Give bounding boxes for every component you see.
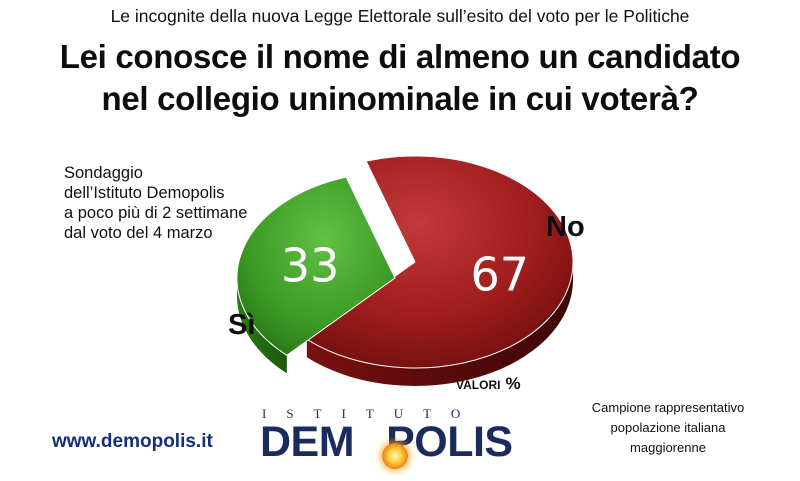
sample-note-line-2: popolazione italiana [610,420,726,435]
pie-value-label-sì: 33 [281,238,340,292]
logo-main-left: DEM [260,418,355,466]
sample-note-line-3: maggiorenne [630,440,706,455]
pie-slices [236,155,574,386]
pie-slice-sì [236,176,396,356]
pie-labels: 67 No 33 Sì [228,211,585,341]
survey-note-line-2: dell’Istituto Demopolis [64,184,225,202]
website-link[interactable]: www.demopolis.it [52,431,213,452]
chart-title: Lei conosce il nome di almeno un candida… [0,36,800,120]
pie-slice-side-sì [237,278,287,374]
pie-slice-side-no [306,262,573,386]
logo-top-text: ISTITUTO [262,406,481,421]
sample-note: Campione rappresentativo popolazione ita… [568,398,768,458]
title-line-2: nel collegio uninominale in cui voterà? [101,80,699,117]
unit-note-text: VALORI [456,378,501,392]
survey-note-line-3: a poco più di 2 settimane [64,204,248,222]
pie-slice-no [305,155,574,369]
pie-category-label-no: No [546,211,585,243]
pie-value-label-no: 67 [471,248,530,302]
pie-category-label-sì: Sì [228,309,255,341]
survey-note: Sondaggio dell’Istituto Demopolis a poco… [64,163,247,243]
title-line-1: Lei conosce il nome di almeno un candida… [59,38,741,75]
unit-note: VALORI% [456,374,521,394]
sample-note-line-1: Campione rappresentativo [591,400,745,415]
logo-sun-icon [382,443,408,469]
chart-subtitle: Le incognite della nuova Legge Elettoral… [110,6,690,26]
survey-note-line-4: dal voto del 4 marzo [64,224,213,242]
unit-note-symbol: % [505,374,521,393]
survey-note-line-1: Sondaggio [64,164,143,182]
